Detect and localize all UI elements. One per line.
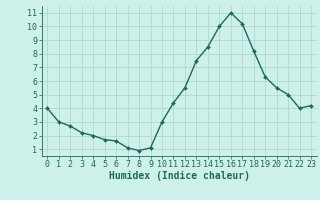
X-axis label: Humidex (Indice chaleur): Humidex (Indice chaleur) — [109, 171, 250, 181]
